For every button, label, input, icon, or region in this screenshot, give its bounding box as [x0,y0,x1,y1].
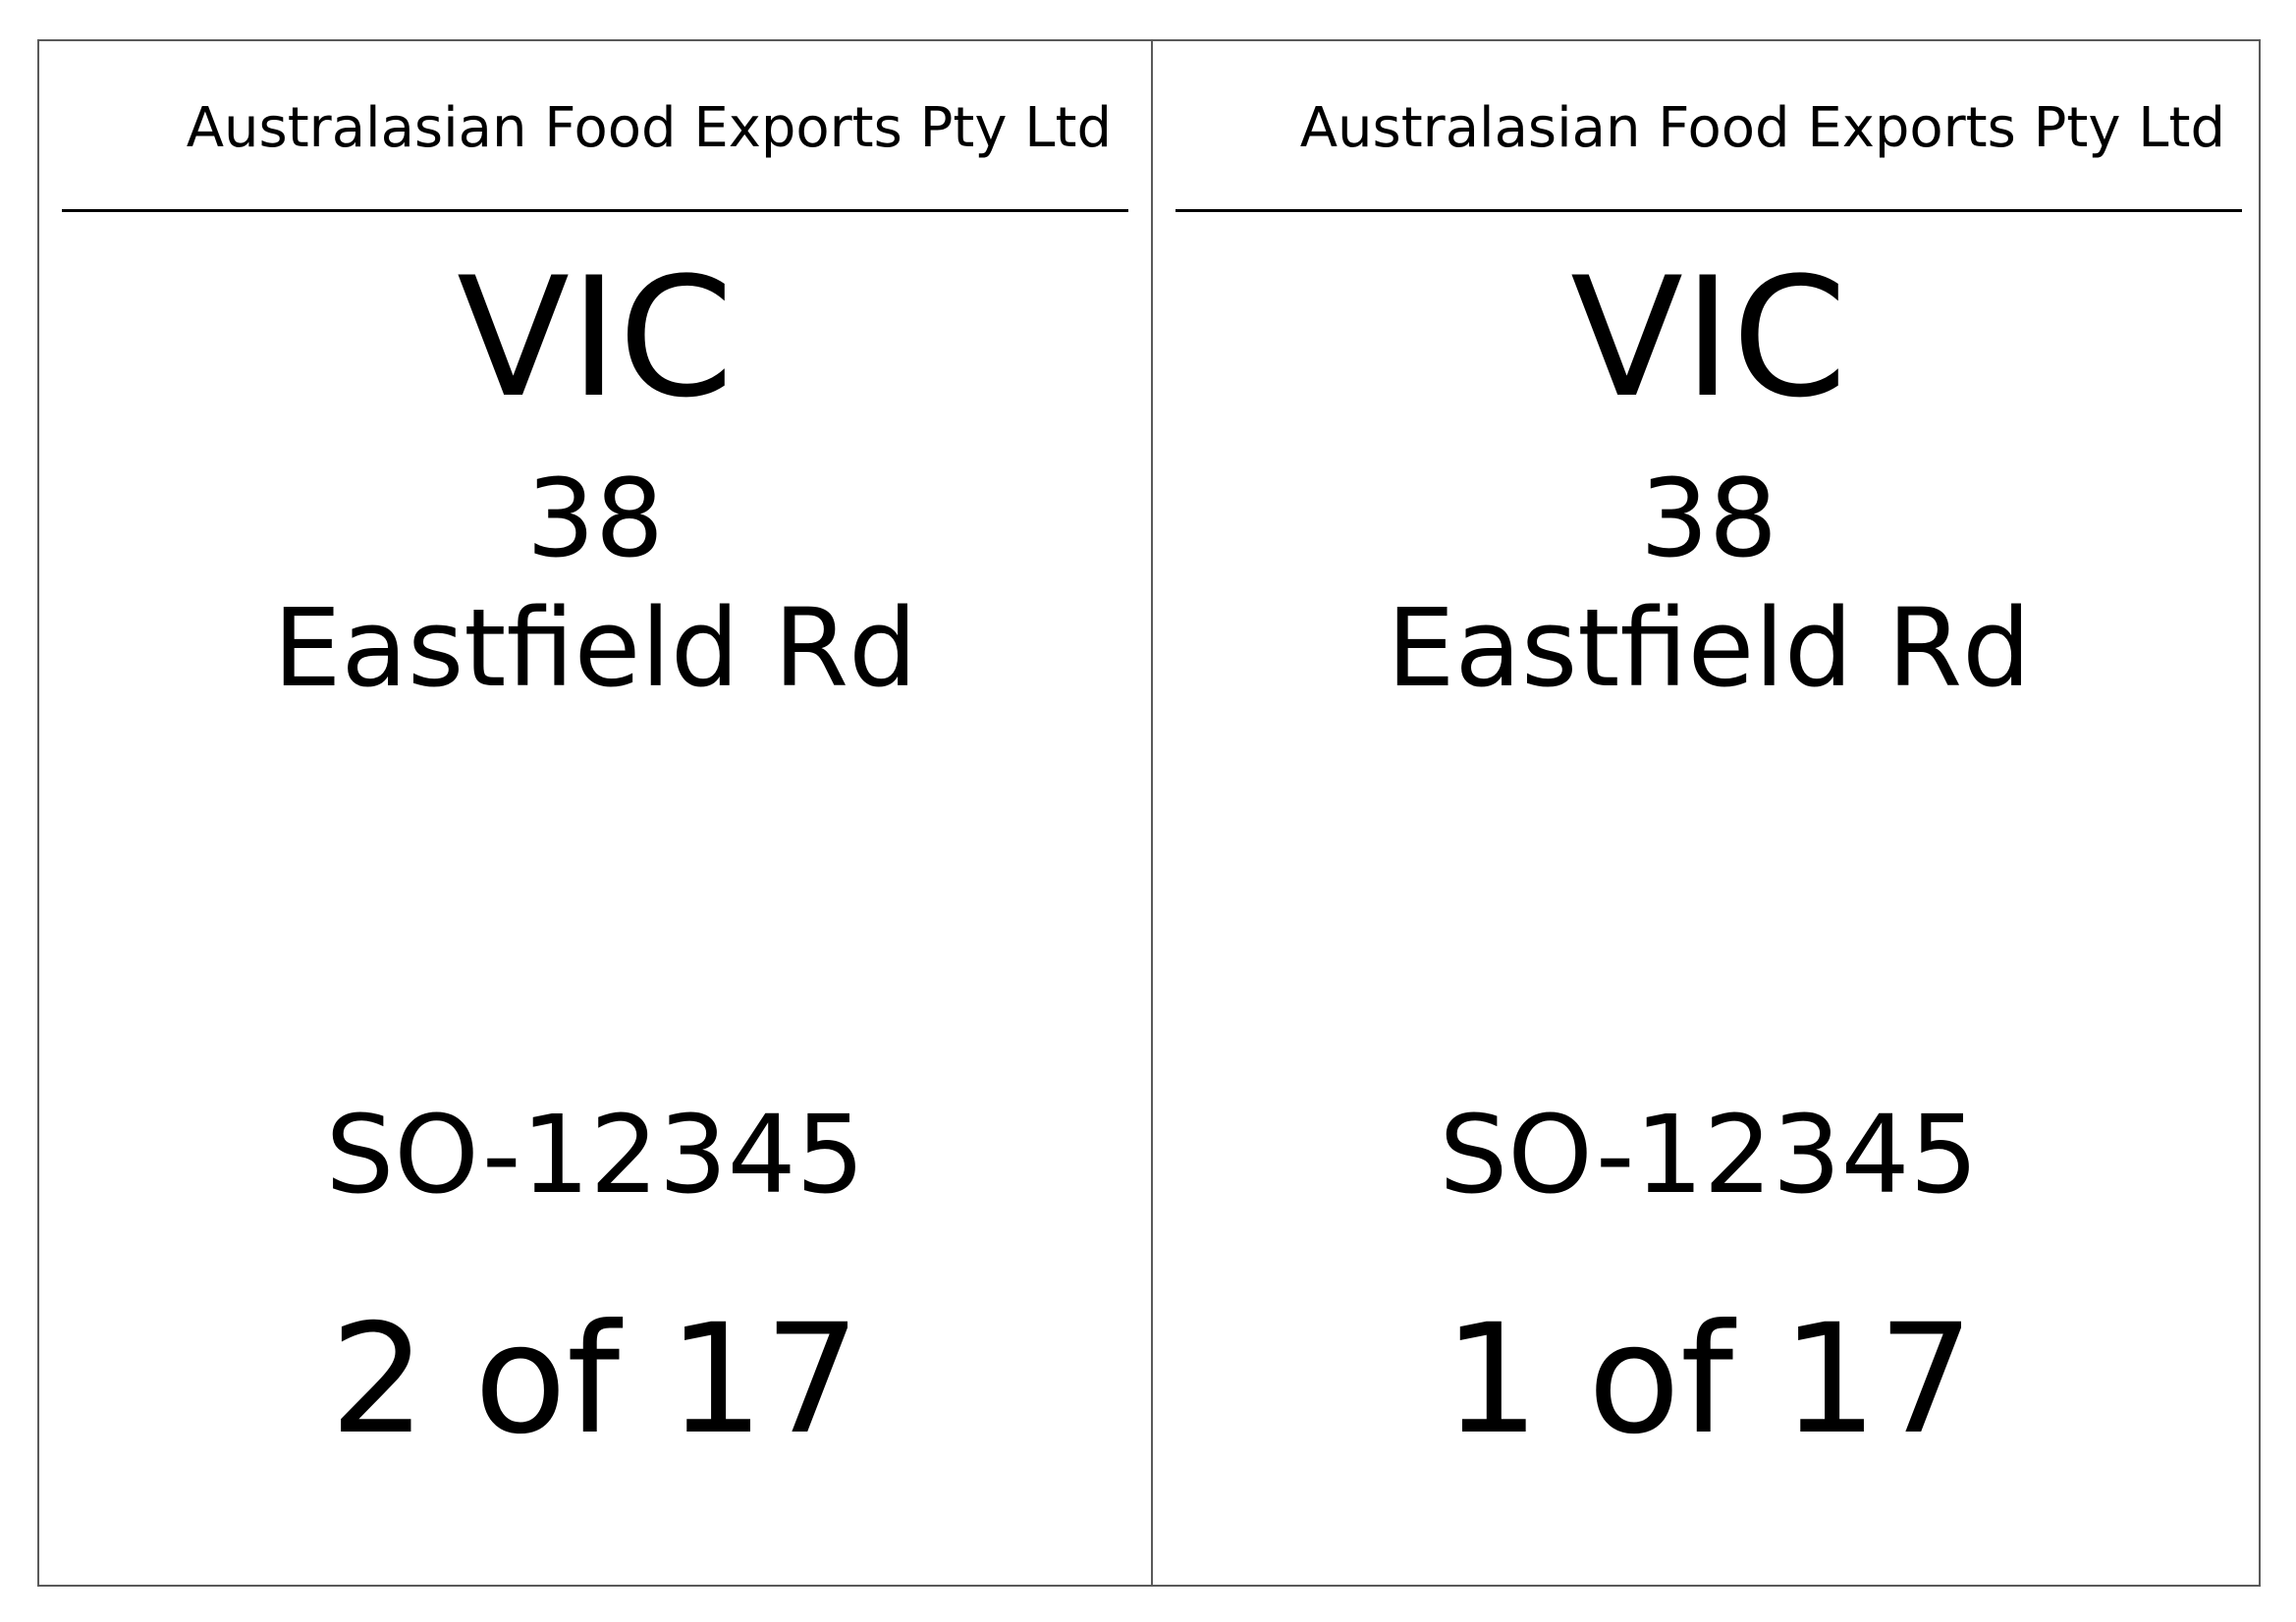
state-code: VIC [457,242,734,434]
label-sheet: Australasian Food Exports Pty Ltd VIC 38… [37,39,2261,1587]
street-name: Eastfield Rd [1387,585,2031,711]
carton-count: 2 of 17 [329,1292,861,1468]
street-name: Eastfield Rd [273,585,917,711]
order-number: SO-12345 [1439,1092,1979,1217]
street-number: 38 [526,456,664,581]
order-number: SO-12345 [325,1092,865,1217]
company-name: Australasian Food Exports Pty Ltd [1299,96,2225,160]
carton-count: 1 of 17 [1443,1292,1975,1468]
shipping-label-right: Australasian Food Exports Pty Ltd VIC 38… [1151,41,2263,1585]
state-code: VIC [1570,242,1847,434]
street-number: 38 [1640,456,1777,581]
header-divider [62,209,1128,212]
header-divider [1175,209,2242,212]
shipping-label-left: Australasian Food Exports Pty Ltd VIC 38… [39,41,1151,1585]
company-name: Australasian Food Exports Pty Ltd [186,96,1112,160]
